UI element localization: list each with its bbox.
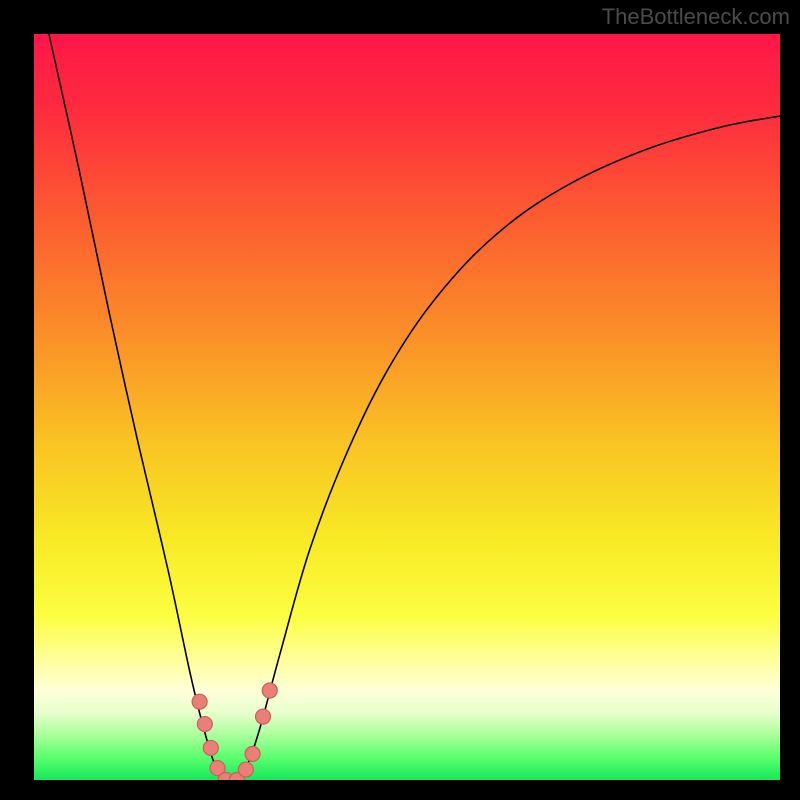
data-marker: [256, 709, 271, 724]
watermark-label: TheBottleneck.com: [602, 4, 790, 30]
data-marker: [192, 694, 207, 709]
data-marker: [238, 762, 253, 777]
data-marker: [203, 740, 218, 755]
chart-container: TheBottleneck.com: [0, 0, 800, 800]
data-marker: [262, 683, 277, 698]
bottleneck-chart: [0, 0, 800, 800]
data-marker: [245, 746, 260, 761]
gradient-background: [34, 34, 780, 780]
data-marker: [197, 717, 212, 732]
